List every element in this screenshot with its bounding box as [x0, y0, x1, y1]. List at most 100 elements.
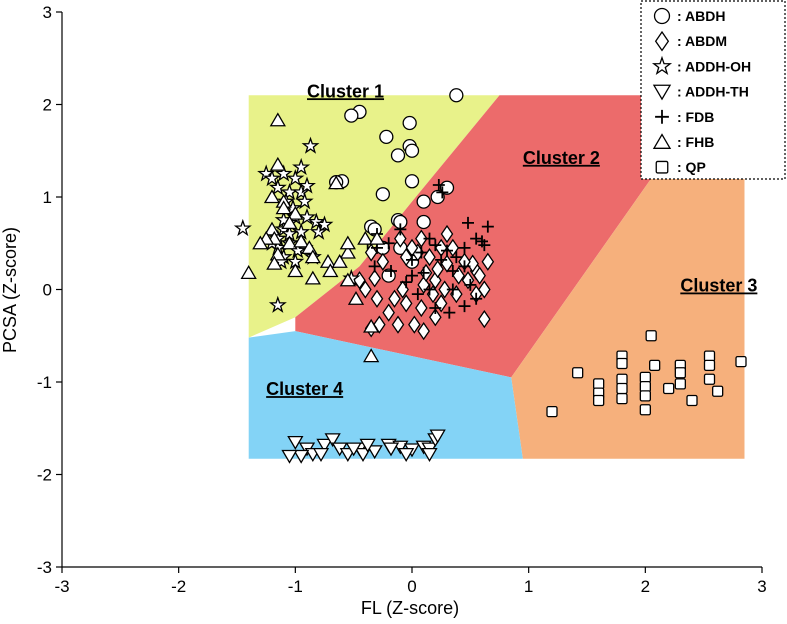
point-addh-oh — [315, 215, 334, 233]
legend-label-addh-th: : ADDH-TH — [677, 84, 749, 100]
point-addh-th — [382, 442, 400, 457]
point-fdb — [382, 237, 395, 250]
point-qp — [674, 378, 686, 390]
point-fdb — [417, 266, 430, 279]
region-cluster-4 — [248, 331, 523, 459]
point-qp — [616, 373, 628, 385]
point-abdm — [359, 280, 372, 299]
point-fdb — [450, 251, 463, 264]
point-abdm — [408, 315, 421, 334]
point-fhb — [322, 263, 339, 278]
point-addh-th — [287, 435, 304, 450]
point-addh-oh — [309, 222, 328, 240]
point-abdm — [478, 309, 491, 329]
point-addh-oh — [268, 295, 287, 313]
point-fdb — [429, 302, 442, 314]
point-addh-oh — [263, 169, 281, 187]
point-qp — [645, 330, 657, 342]
point-fhb — [287, 263, 304, 278]
point-fhb — [266, 255, 283, 270]
point-fhb — [269, 112, 286, 127]
axes: -3 -2 -1 0 1 2 3 -3 -2 -1 0 1 2 3 — [37, 3, 767, 596]
point-abdh — [375, 187, 390, 202]
point-fdb — [441, 244, 453, 257]
region-cluster-3 — [511, 178, 745, 459]
point-fdb — [435, 253, 448, 266]
point-fdb — [423, 283, 436, 296]
label-cluster-1: Cluster 1 — [307, 81, 384, 101]
legend: : ABDH: ABDM: ADDH-OH: ADDH-TH: FDB: FHB… — [640, 0, 786, 180]
point-abdm — [473, 266, 486, 285]
point-fhb — [287, 205, 304, 220]
y-tick-label: 1 — [43, 188, 52, 207]
point-qp — [639, 371, 651, 384]
point-abdm — [382, 303, 395, 322]
point-abdm — [370, 289, 384, 308]
point-abdm — [429, 308, 442, 327]
point-fdb — [458, 300, 471, 313]
point-abdh — [430, 189, 445, 205]
point-addh-oh — [307, 212, 326, 230]
legend-marker-addh-oh — [651, 55, 673, 75]
point-abdh — [416, 214, 431, 230]
point-fhb — [363, 318, 380, 333]
point-addh-th — [324, 433, 341, 448]
point-fdb — [470, 292, 483, 305]
point-abdm — [394, 229, 407, 248]
legend-label-fhb: : FHB — [677, 134, 714, 150]
point-fhb — [368, 230, 386, 245]
point-addh-th — [312, 447, 330, 462]
point-fdb — [446, 283, 459, 296]
legend-label-addh-oh: : ADDH-OH — [677, 58, 751, 74]
point-addh-th — [366, 445, 383, 460]
point-abdm — [440, 224, 454, 244]
point-abdm — [391, 315, 405, 334]
y-tick-label: -2 — [37, 466, 52, 485]
y-tick-label: 3 — [43, 3, 52, 22]
point-addh-th — [345, 442, 362, 457]
point-abdm — [388, 289, 401, 308]
point-fdb — [415, 246, 428, 259]
data-points — [233, 88, 747, 464]
point-fdb — [443, 306, 456, 319]
point-addh-oh — [298, 176, 316, 194]
series-fhb — [240, 112, 386, 363]
legend-marker-abdm — [654, 30, 670, 52]
point-fhb — [304, 270, 321, 285]
point-addh-oh — [292, 157, 311, 176]
point-fdb — [446, 265, 459, 277]
point-abdm — [368, 269, 381, 288]
point-fhb — [339, 244, 356, 259]
point-fhb — [281, 235, 298, 250]
point-qp — [593, 394, 605, 407]
point-qp — [616, 382, 628, 395]
region-cluster-2 — [295, 95, 652, 378]
point-qp — [735, 355, 747, 368]
point-fdb — [470, 232, 483, 245]
legend-label-abdh: : ABDH — [677, 8, 725, 24]
x-tick-label: -1 — [288, 577, 303, 596]
point-addh-oh — [295, 192, 314, 210]
x-axis-title: FL (Z-score) — [361, 598, 459, 618]
point-fdb — [458, 260, 471, 273]
point-addh-th — [398, 447, 415, 462]
point-addh-oh — [268, 178, 287, 196]
point-fdb — [368, 260, 381, 273]
point-fhb — [281, 215, 298, 230]
point-abdh — [344, 108, 359, 123]
legend-marker-qp — [655, 160, 669, 174]
point-qp — [712, 385, 724, 397]
point-qp — [649, 359, 661, 372]
point-addh-th — [421, 447, 438, 462]
point-fdb — [385, 265, 397, 277]
point-abdm — [399, 247, 413, 267]
point-abdm — [438, 280, 451, 299]
point-addh-oh — [233, 218, 252, 237]
point-qp — [703, 350, 716, 362]
legend-marker-addh-th — [652, 84, 672, 101]
point-qp — [546, 405, 558, 418]
point-addh-th — [354, 447, 372, 462]
label-cluster-3: Cluster 3 — [680, 276, 757, 296]
point-fdb — [394, 223, 407, 236]
